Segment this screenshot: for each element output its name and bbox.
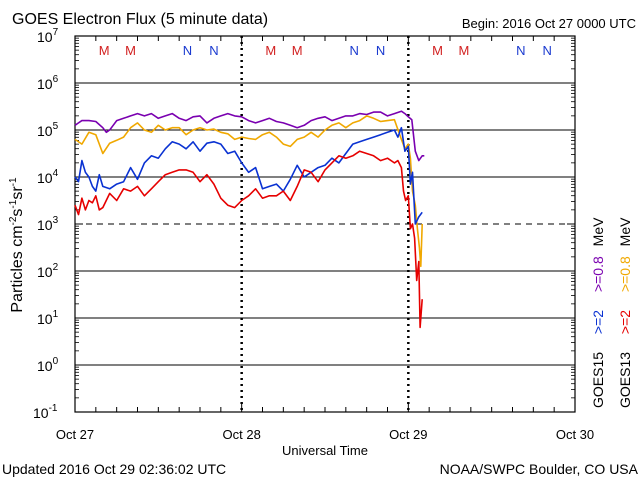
flag-N: N bbox=[183, 43, 192, 58]
flag-N: N bbox=[349, 43, 358, 58]
y-tick-label: 107 bbox=[37, 27, 59, 45]
plot-frame bbox=[74, 35, 576, 413]
day-divider-lines bbox=[240, 36, 410, 412]
y-tick-label: 103 bbox=[37, 215, 59, 233]
flag-M: M bbox=[432, 43, 443, 58]
gridlines bbox=[75, 82, 575, 366]
flag-M: M bbox=[292, 43, 303, 58]
flag-M: M bbox=[458, 43, 469, 58]
x-tick-label: Oct 28 bbox=[223, 427, 261, 442]
flag-M: M bbox=[265, 43, 276, 58]
series-line bbox=[74, 110, 425, 162]
y-tick-label: 10-1 bbox=[33, 403, 58, 421]
credit-label: NOAA/SWPC Boulder, CO USA bbox=[440, 461, 639, 477]
begin-time-label: Begin: 2016 Oct 27 0000 UTC bbox=[462, 16, 636, 31]
chart-title: GOES Electron Flux (5 minute data) bbox=[12, 11, 268, 28]
flag-N: N bbox=[209, 43, 218, 58]
y-tick-label: 105 bbox=[37, 121, 59, 139]
flag-M: M bbox=[125, 43, 136, 58]
y-tick-label: 101 bbox=[37, 309, 59, 327]
y-tick-label: 100 bbox=[37, 356, 59, 374]
y-axis-ticks: 107 106 105 104 103 102 101 100 10-1 bbox=[33, 27, 575, 421]
flag-N: N bbox=[543, 43, 552, 58]
x-axis-ticks: Oct 27 Oct 28 Oct 29 Oct 30 bbox=[56, 36, 594, 442]
flag-M: M bbox=[99, 43, 110, 58]
x-tick-label: Oct 29 bbox=[389, 427, 427, 442]
updated-timestamp: Updated 2016 Oct 29 02:36:02 UTC bbox=[2, 461, 226, 477]
legend-goes13: GOES13 >=2 >=0.8 MeV bbox=[617, 217, 633, 408]
x-tick-label: Oct 30 bbox=[556, 427, 594, 442]
flag-N: N bbox=[376, 43, 385, 58]
series-line bbox=[74, 150, 423, 329]
y-tick-label: 102 bbox=[37, 262, 59, 280]
series-line bbox=[74, 126, 423, 225]
legend: GOES15 >=2 >=0.8 MeV GOES13 >=2 >=0.8 Me… bbox=[590, 217, 633, 408]
x-axis-label: Universal Time bbox=[282, 443, 368, 458]
y-tick-label: 104 bbox=[37, 168, 59, 186]
data-series bbox=[74, 110, 425, 329]
y-tick-label: 106 bbox=[37, 74, 59, 92]
x-tick-label: Oct 27 bbox=[56, 427, 94, 442]
legend-goes15: GOES15 >=2 >=0.8 MeV bbox=[590, 217, 606, 408]
y-axis-label: Particles cm-2s-1sr-1 bbox=[8, 177, 26, 313]
flag-N: N bbox=[516, 43, 525, 58]
